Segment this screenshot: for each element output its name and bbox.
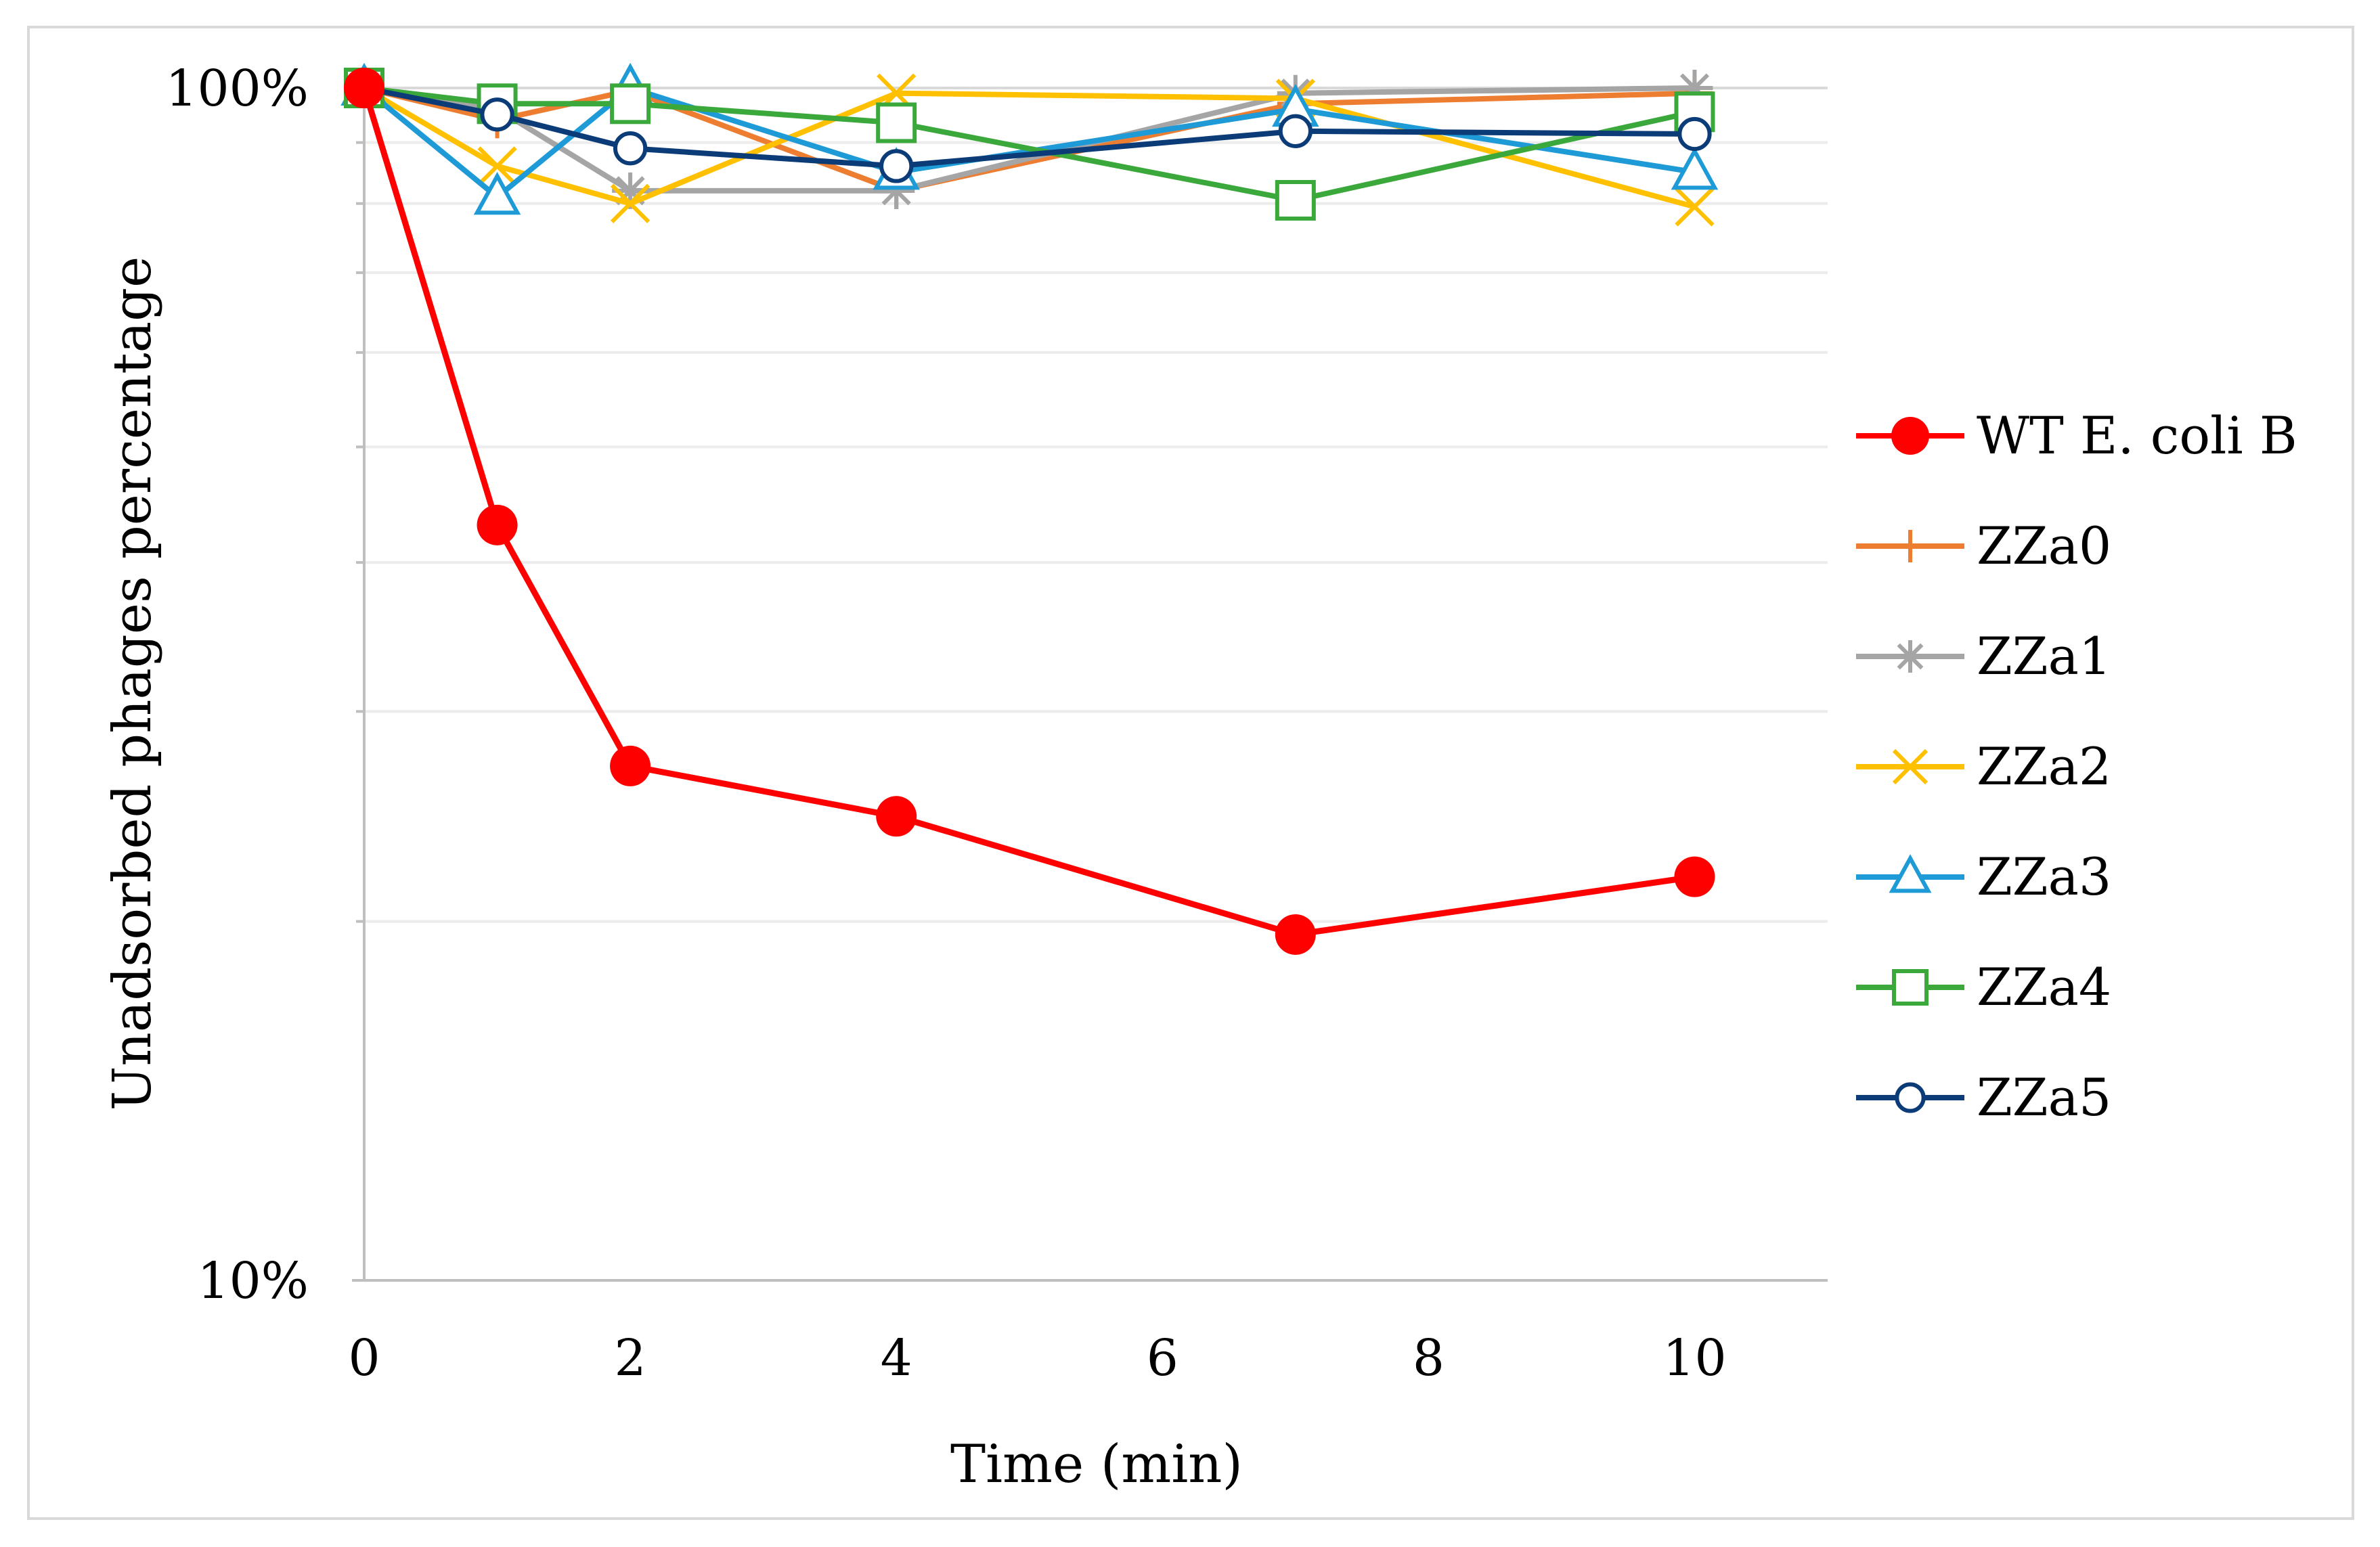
data-point xyxy=(1677,116,1712,152)
series-0 xyxy=(344,68,1715,955)
data-point xyxy=(610,83,651,125)
data-point xyxy=(473,171,521,215)
y-axis-title: Unadsorbed phages percentage xyxy=(102,256,163,1111)
legend-label: ZZa4 xyxy=(1977,957,2111,1017)
legend-label: ZZa3 xyxy=(1977,847,2111,907)
legend-entry: ZZa4 xyxy=(1856,957,2111,1017)
data-point xyxy=(1674,856,1715,897)
x-tick-label: 0 xyxy=(348,1329,380,1387)
series-line xyxy=(362,85,1696,210)
legend-entry: ZZa0 xyxy=(1856,516,2111,576)
legend-label: ZZa0 xyxy=(1977,516,2111,576)
data-point xyxy=(610,745,651,786)
gridlines xyxy=(364,87,1828,923)
data-point xyxy=(613,131,648,166)
data-point xyxy=(1894,530,1926,562)
data-point xyxy=(344,68,384,108)
legend-entry: ZZa3 xyxy=(1856,847,2111,907)
series-line xyxy=(363,85,1695,194)
legend-entry: ZZa5 xyxy=(1856,1067,2111,1127)
data-point xyxy=(480,97,514,132)
series-line xyxy=(363,85,1695,194)
legend: WT E. coli B ZZa0 ZZa1 ZZa2 ZZa3 ZZa4 ZZa5 xyxy=(1856,405,2297,1127)
data-point xyxy=(1275,914,1316,955)
legend-entry: WT E. coli B xyxy=(1856,405,2297,466)
data-point xyxy=(1889,854,1932,893)
x-tick-labels: 0 2 4 6 8 10 xyxy=(348,1329,1726,1387)
data-point xyxy=(878,172,915,209)
series-2 xyxy=(346,70,1713,209)
data-point xyxy=(1892,969,1929,1006)
data-point xyxy=(1892,748,1929,785)
series-line xyxy=(361,87,1696,938)
x-tick-label: 8 xyxy=(1413,1329,1445,1387)
legend-label: ZZa2 xyxy=(1977,736,2111,797)
data-point xyxy=(477,504,518,545)
data-point xyxy=(612,172,649,209)
data-point xyxy=(876,796,917,837)
series-6 xyxy=(347,70,1712,183)
x-axis-title: Time (min) xyxy=(950,1434,1243,1495)
data-point xyxy=(477,146,517,186)
series-line xyxy=(363,85,1696,203)
legend-entry: ZZa1 xyxy=(1856,626,2111,686)
data-point xyxy=(1278,114,1313,148)
legend-label: ZZa1 xyxy=(1977,626,2111,686)
data-point xyxy=(879,149,914,183)
series-line xyxy=(362,85,1696,200)
data-point xyxy=(610,183,651,223)
series xyxy=(340,62,1719,955)
data-point xyxy=(1891,417,1929,455)
legend-label: ZZa5 xyxy=(1977,1067,2111,1127)
x-tick-label: 2 xyxy=(615,1329,646,1387)
chart-frame xyxy=(27,26,2354,1520)
y-tick-label: 100% xyxy=(165,60,309,118)
x-tick-label: 4 xyxy=(881,1329,912,1387)
legend-label: WT E. coli B xyxy=(1977,405,2297,466)
data-point xyxy=(1275,179,1316,221)
y-tick-label: 10% xyxy=(198,1252,309,1310)
data-point xyxy=(1894,640,1926,673)
data-point xyxy=(1671,147,1719,190)
data-point xyxy=(1895,1082,1926,1113)
data-point xyxy=(1676,70,1713,106)
data-point xyxy=(1675,187,1715,227)
x-tick-label: 10 xyxy=(1662,1329,1726,1387)
axes xyxy=(352,87,1828,1282)
data-point xyxy=(876,102,917,143)
x-tick-label: 6 xyxy=(1147,1329,1178,1387)
series-line xyxy=(363,85,1695,169)
legend-entry: ZZa2 xyxy=(1856,736,2111,797)
y-tick-labels: 10% 100% xyxy=(165,60,309,1310)
